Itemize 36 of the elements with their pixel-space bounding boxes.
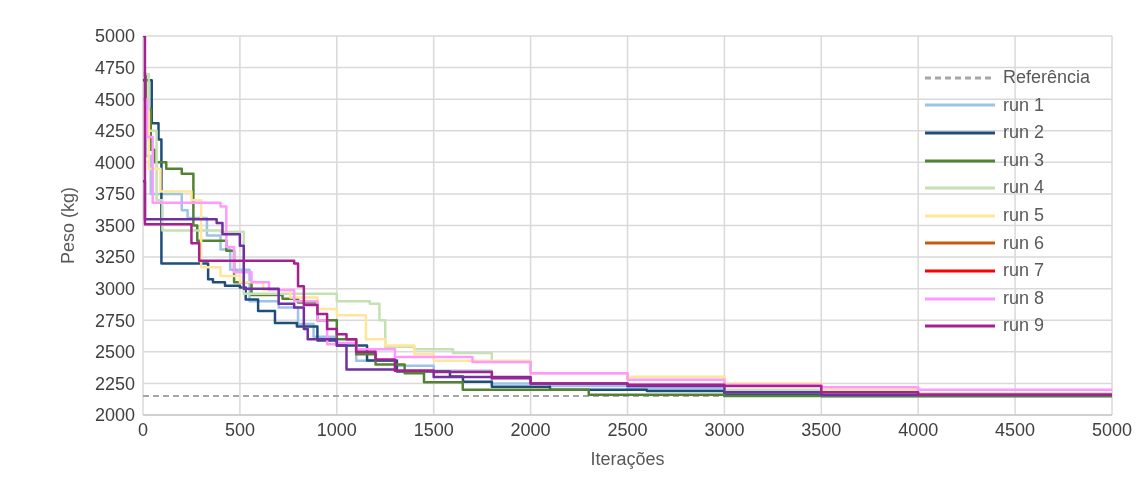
x-tick-label: 1000 bbox=[316, 419, 357, 440]
y-tick-label: 4500 bbox=[94, 89, 135, 110]
y-tick-label: 4250 bbox=[94, 121, 135, 142]
legend-label: run 5 bbox=[1002, 203, 1044, 227]
y-tick-label: 2250 bbox=[94, 373, 135, 394]
y-tick-label: 2000 bbox=[94, 405, 135, 426]
x-tick-label: 500 bbox=[224, 419, 255, 440]
y-tick-label: 3000 bbox=[94, 279, 135, 300]
x-tick-label: 4500 bbox=[995, 419, 1036, 440]
legend-label: run 3 bbox=[1002, 148, 1044, 172]
y-tick-label: 2500 bbox=[94, 342, 135, 363]
x-tick-label: 5000 bbox=[1091, 419, 1133, 440]
legend-label: run 1 bbox=[1002, 93, 1044, 117]
y-tick-label: 5000 bbox=[94, 26, 135, 47]
x-tick-label: 4000 bbox=[898, 419, 939, 440]
y-tick-label: 3250 bbox=[94, 247, 135, 268]
y-tick-label: 4750 bbox=[94, 57, 135, 78]
legend-label: Referência bbox=[1002, 66, 1090, 89]
legend-label: run 7 bbox=[1002, 259, 1044, 283]
legend-label: run 9 bbox=[1002, 314, 1044, 338]
x-tick-label: 3500 bbox=[801, 419, 842, 440]
legend-label: run 4 bbox=[1002, 176, 1044, 200]
y-tick-label: 3500 bbox=[94, 215, 135, 236]
legend-label: run 8 bbox=[1002, 286, 1044, 310]
x-axis-title: Iterações bbox=[590, 449, 665, 469]
legend-label: run 2 bbox=[1002, 121, 1044, 145]
x-tick-label: 2500 bbox=[607, 419, 648, 440]
y-tick-label: 3750 bbox=[94, 184, 135, 205]
x-tick-label: 0 bbox=[137, 419, 149, 440]
x-tick-label: 1500 bbox=[413, 419, 454, 440]
y-axis-title: Peso (kg) bbox=[58, 186, 79, 265]
y-tick-label: 2750 bbox=[94, 310, 135, 331]
legend-label: run 6 bbox=[1002, 231, 1044, 255]
y-tick-label: 4000 bbox=[94, 152, 135, 173]
x-tick-label: 3000 bbox=[704, 419, 745, 440]
x-tick-label: 2000 bbox=[510, 419, 551, 440]
